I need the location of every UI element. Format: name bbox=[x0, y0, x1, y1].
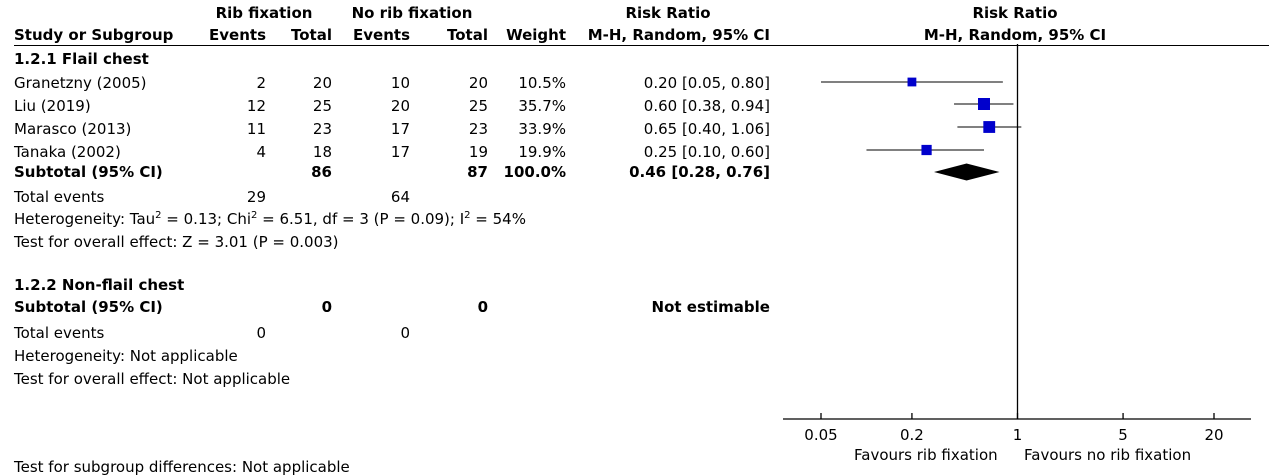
study-total-1: 18 bbox=[312, 143, 332, 161]
header-method: M-H, Random, 95% CI bbox=[587, 26, 770, 44]
study-events-1: 11 bbox=[246, 120, 266, 138]
pooled-diamond bbox=[934, 163, 1000, 181]
overall-effect-text: Test for overall effect: Z = 3.01 (P = 0… bbox=[14, 233, 339, 251]
study-name: Marasco (2013) bbox=[14, 120, 132, 138]
study-total-1: 20 bbox=[312, 74, 332, 92]
heterogeneity-text: Heterogeneity: Not applicable bbox=[14, 347, 238, 365]
study-events-2: 17 bbox=[390, 120, 410, 138]
subtotal-total-1: 86 bbox=[311, 163, 332, 181]
header-plot-method: M-H, Random, 95% CI bbox=[923, 26, 1107, 44]
subtotal-total-2: 0 bbox=[477, 298, 488, 316]
study-name: Liu (2019) bbox=[14, 97, 91, 115]
study-ci: 0.25 [0.10, 0.60] bbox=[643, 143, 770, 161]
subtotal-label: Subtotal (95% CI) bbox=[14, 298, 163, 316]
study-point-estimate bbox=[907, 77, 917, 87]
favours-right-label: Favours no rib fixation bbox=[1024, 446, 1192, 464]
header-events-1: Events bbox=[209, 26, 266, 44]
study-total-2: 19 bbox=[468, 143, 488, 161]
study-point-estimate bbox=[921, 144, 932, 156]
favours-left-label: Favours rib fixation bbox=[854, 446, 998, 464]
study-name: Tanaka (2002) bbox=[14, 143, 121, 161]
header-plot-title: Risk Ratio bbox=[972, 4, 1058, 22]
study-weight: 33.9% bbox=[518, 120, 566, 138]
study-weight: 35.7% bbox=[518, 97, 566, 115]
study-weight: 10.5% bbox=[518, 74, 566, 92]
subtotal-total-1: 0 bbox=[321, 298, 332, 316]
header-total-2: Total bbox=[447, 26, 488, 44]
study-events-1: 4 bbox=[256, 143, 266, 161]
study-events-1: 12 bbox=[246, 97, 266, 115]
total-events-2: 0 bbox=[400, 324, 410, 342]
header-weight: Weight bbox=[506, 26, 566, 44]
x-tick-label: 1 bbox=[1013, 426, 1023, 444]
subgroup-differences-text: Test for subgroup differences: Not appli… bbox=[14, 458, 350, 476]
subtotal-total-2: 87 bbox=[467, 163, 488, 181]
x-tick-label: 0.2 bbox=[900, 426, 924, 444]
total-events-label: Total events bbox=[14, 188, 105, 206]
study-events-2: 20 bbox=[390, 97, 410, 115]
subgroup1-title: 1.2.1 Flail chest bbox=[14, 50, 149, 68]
total-events-2: 64 bbox=[390, 188, 410, 206]
study-ci: 0.65 [0.40, 1.06] bbox=[643, 120, 770, 138]
subtotal-label: Subtotal (95% CI) bbox=[14, 163, 163, 181]
x-tick-label: 0.05 bbox=[804, 426, 837, 444]
total-events-label: Total events bbox=[14, 324, 105, 342]
study-ci: 0.60 [0.38, 0.94] bbox=[643, 97, 770, 115]
header-group2: No rib fixation bbox=[351, 4, 473, 22]
study-events-2: 10 bbox=[390, 74, 410, 92]
header-group1: Rib fixation bbox=[215, 4, 313, 22]
heterogeneity-text: Heterogeneity: Tau2 = 0.13; Chi2 = 6.51,… bbox=[14, 210, 526, 228]
x-tick-label: 5 bbox=[1118, 426, 1128, 444]
subgroup2-title: 1.2.2 Non-flail chest bbox=[14, 276, 185, 294]
header-divider bbox=[14, 45, 1269, 46]
study-ci: 0.20 [0.05, 0.80] bbox=[643, 74, 770, 92]
subtotal-ci: 0.46 [0.28, 0.76] bbox=[629, 163, 770, 181]
subtotal-weight: 100.0% bbox=[503, 163, 566, 181]
study-total-1: 25 bbox=[312, 97, 332, 115]
study-total-2: 23 bbox=[468, 120, 488, 138]
study-point-estimate bbox=[983, 121, 996, 133]
study-events-2: 17 bbox=[390, 143, 410, 161]
study-weight: 19.9% bbox=[518, 143, 566, 161]
study-events-1: 2 bbox=[256, 74, 266, 92]
study-name: Granetzny (2005) bbox=[14, 74, 147, 92]
header-rr-title: Risk Ratio bbox=[625, 4, 711, 22]
x-tick-label: 20 bbox=[1204, 426, 1223, 444]
header-events-2: Events bbox=[353, 26, 410, 44]
total-events-1: 0 bbox=[256, 324, 266, 342]
header-study-col: Study or Subgroup bbox=[14, 26, 174, 44]
overall-effect-text: Test for overall effect: Not applicable bbox=[14, 370, 291, 388]
study-total-2: 25 bbox=[468, 97, 488, 115]
study-point-estimate bbox=[977, 98, 990, 110]
subtotal-ci: Not estimable bbox=[651, 298, 770, 316]
study-total-2: 20 bbox=[468, 74, 488, 92]
header-total-1: Total bbox=[291, 26, 332, 44]
total-events-1: 29 bbox=[246, 188, 266, 206]
study-total-1: 23 bbox=[312, 120, 332, 138]
